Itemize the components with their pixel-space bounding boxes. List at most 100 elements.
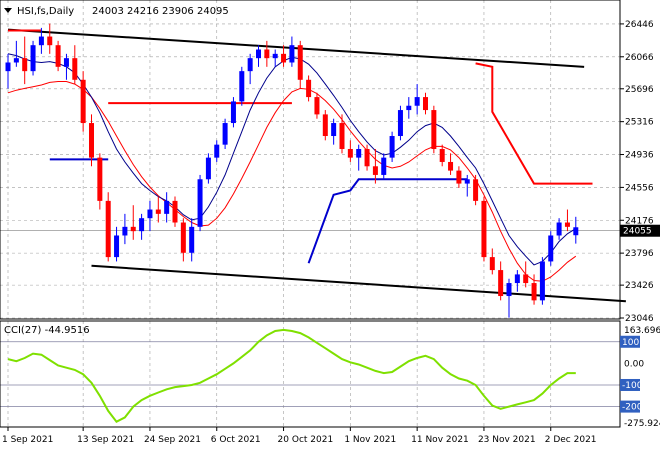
candle-body: [264, 49, 270, 59]
trend-channel: [7, 28, 626, 303]
candle-body: [155, 209, 161, 214]
candle-body: [389, 136, 395, 158]
candle-body: [205, 157, 211, 180]
candle-body: [38, 36, 44, 46]
candle-body: [222, 123, 228, 145]
candle-body: [89, 123, 94, 158]
price-tick-label: 24556: [625, 183, 654, 193]
price-tick-label: 25696: [625, 85, 654, 95]
cci-level-box: [620, 378, 640, 391]
candle-body: [272, 53, 278, 59]
candle-body: [414, 97, 420, 106]
time-tick-label: 11 Nov 2021: [411, 435, 469, 445]
candle-body: [523, 274, 529, 284]
candle-body: [448, 161, 454, 171]
price-panel-frame: [0, 0, 621, 320]
candle-body: [72, 58, 78, 80]
cci-tick-label: -200: [622, 403, 643, 413]
current-price-label: 24055: [623, 227, 652, 237]
candle-body: [397, 110, 403, 137]
candle-body: [239, 71, 245, 102]
candle-body: [514, 274, 520, 284]
candle-body: [539, 261, 545, 301]
candle-body: [564, 222, 570, 227]
cci-tick-label: -100: [622, 381, 643, 391]
time-tick-label: 1 Nov 2021: [344, 435, 396, 445]
price-tick-label: 25316: [625, 118, 654, 128]
cci-series: [7, 328, 576, 423]
candle-body: [139, 218, 145, 232]
candle-body: [172, 200, 178, 223]
candle-body: [464, 179, 470, 184]
candle-body: [423, 97, 428, 111]
price-tick-label: 23046: [625, 314, 654, 324]
candle-body: [63, 58, 69, 67]
candle-body: [339, 123, 345, 149]
candle-body: [506, 283, 512, 297]
candle-body: [122, 226, 128, 236]
candle-body: [381, 157, 387, 175]
cci-tick-label: 100: [622, 338, 639, 348]
candle-body: [13, 58, 19, 63]
cci-axis: 163.6968 100 0.00 -100 -200 -275.924: [620, 326, 660, 429]
candle-body: [197, 179, 203, 227]
time-tick-label: 24 Sep 2021: [144, 435, 201, 445]
candle-body: [314, 97, 320, 115]
candle-body: [180, 222, 186, 253]
candle-body: [147, 209, 153, 219]
channel-lower-line: [91, 264, 626, 303]
ohlc-text: 24003 24216 23906 24095: [92, 6, 229, 17]
candle-body: [214, 144, 220, 158]
candle-body: [356, 148, 362, 158]
candle-body: [55, 45, 61, 67]
candle-body: [498, 270, 504, 297]
symbol-label: HSI,fs,Daily: [17, 6, 74, 17]
price-tick-label: 26446: [625, 20, 654, 30]
candle-body: [230, 101, 236, 124]
candle-body: [114, 235, 120, 258]
candle-body: [347, 148, 353, 158]
price-axis: 26446 26066 25696 25316 24936 24556 24176 23796…: [620, 20, 660, 324]
candle-body: [97, 157, 103, 201]
time-tick-label: 13 Sep 2021: [77, 435, 134, 445]
candle-body: [247, 58, 253, 72]
candle-body: [439, 148, 445, 162]
candles: [5, 23, 579, 318]
current-price-box: [620, 224, 660, 237]
candle-body: [556, 222, 562, 236]
candle-body: [372, 166, 378, 175]
candle-body: [105, 200, 111, 258]
collapse-triangle-icon[interactable]: [4, 8, 12, 13]
candle-body: [431, 110, 437, 149]
candle-body: [256, 49, 261, 59]
candle-body: [297, 45, 303, 80]
candle-body: [80, 79, 86, 124]
candle-body: [406, 105, 412, 111]
ma-slow-line: [7, 81, 577, 282]
price-tick-label: 24176: [625, 216, 654, 226]
candle-body: [306, 79, 312, 98]
candle-body: [322, 114, 328, 137]
time-tick-label: 6 Oct 2021: [211, 435, 261, 445]
candle-body: [281, 53, 287, 63]
time-axis: 1 Sep 2021 13 Sep 2021 24 Sep 2021 6 Oct 20…: [2, 427, 597, 445]
price-tick-label: 23796: [625, 249, 654, 259]
channel-upper-line: [7, 28, 585, 68]
cci-level-box: [620, 400, 640, 413]
cci-tick-label: 163.6968: [624, 326, 660, 336]
candle-body: [30, 45, 36, 72]
candle-body: [573, 227, 579, 236]
price-tick-label: 26066: [625, 53, 654, 63]
candle-body: [481, 200, 487, 258]
candle-body: [531, 283, 537, 301]
candle-body: [289, 45, 295, 63]
cci-level-box: [620, 335, 640, 348]
time-tick-label: 2 Dec 2021: [545, 435, 597, 445]
stop-line-bull: [49, 158, 468, 264]
price-tick-label: 24936: [625, 151, 654, 161]
price-tick-label: 23426: [625, 281, 654, 291]
candle-body: [548, 235, 554, 262]
candle-body: [189, 226, 195, 253]
candle-body: [489, 257, 495, 271]
candle-body: [473, 179, 479, 201]
